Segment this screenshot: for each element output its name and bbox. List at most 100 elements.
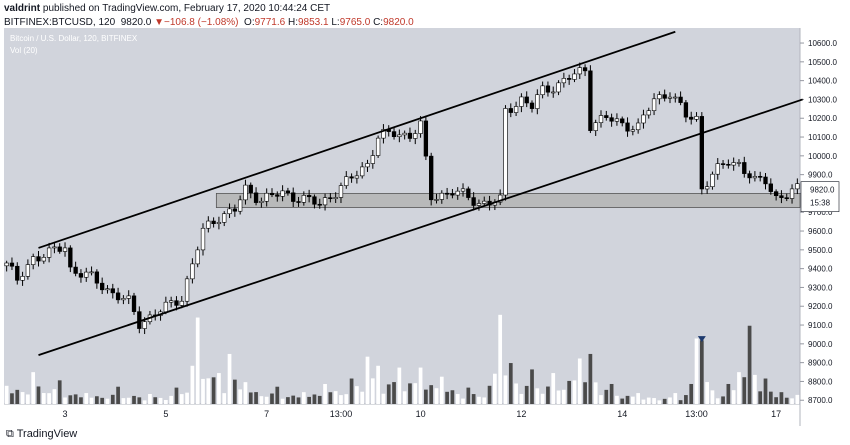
y-tick-label: 10000.0 <box>808 152 837 161</box>
y-tick-label: 9600.0 <box>808 227 833 236</box>
candle-body <box>349 176 354 179</box>
candle-body <box>582 67 588 72</box>
volume-bar <box>126 397 131 404</box>
volume-bar <box>641 399 646 404</box>
open-value: 9771.6 <box>254 17 286 28</box>
publish-text: published on TradingView.com, February 1… <box>40 3 331 14</box>
candle-body <box>789 188 795 199</box>
candle-body <box>73 266 78 274</box>
candle-body <box>306 195 312 198</box>
volume-bar <box>535 388 540 404</box>
volume-bar <box>673 393 678 404</box>
candle-body <box>301 195 306 203</box>
volume-bar <box>121 398 126 404</box>
volume-bar <box>514 383 518 404</box>
volume-bar <box>609 383 614 404</box>
volume-bar <box>312 394 317 404</box>
candle-body <box>418 120 423 134</box>
volume-bar <box>270 393 274 404</box>
y-tick-label: 9100.0 <box>808 321 833 330</box>
candle-body <box>126 295 131 299</box>
last-price-label: 9820.0 <box>810 186 835 195</box>
volume-bar <box>530 369 534 404</box>
volume-bar <box>418 367 423 404</box>
volume-bar <box>328 392 333 404</box>
brand-label: TradingView <box>16 428 78 440</box>
candle-body <box>572 73 577 80</box>
candle-body <box>524 96 529 104</box>
y-tick-label: 10100.0 <box>808 133 837 142</box>
volume-bar <box>259 396 264 404</box>
volume-bar <box>110 394 115 404</box>
candle-body <box>222 213 227 223</box>
candle-body <box>179 300 184 306</box>
candle-body <box>503 108 508 196</box>
volume-bar <box>604 389 609 404</box>
volume-bar <box>47 393 51 404</box>
candle-body <box>689 116 694 120</box>
candle-body <box>598 115 604 124</box>
volume-bar <box>307 396 311 404</box>
volume-bar <box>556 390 561 404</box>
price-chart[interactable]: 8700.0 8800.0 8900.0 9000.0 9100.0 9200.0 9300… <box>0 28 850 427</box>
candle-body <box>423 120 429 157</box>
candle-body <box>360 166 365 177</box>
volume-indicator-label: Vol (20) <box>10 46 38 55</box>
volume-bar <box>286 397 290 404</box>
candle-body <box>131 295 137 312</box>
candle-body <box>121 298 126 301</box>
volume-bar <box>715 398 720 404</box>
author-name[interactable]: valdrint <box>4 3 41 14</box>
volume-bar <box>174 387 179 404</box>
volume-bar <box>365 356 370 404</box>
candle-body <box>736 162 742 164</box>
candle-body <box>609 117 614 122</box>
volume-bar <box>238 389 243 404</box>
volume-bar <box>339 395 343 404</box>
candle-body <box>9 262 15 267</box>
channel-bottom-line <box>38 98 803 356</box>
candle-body <box>25 264 31 277</box>
volume-bar <box>408 383 412 404</box>
x-tick-label: 5 <box>163 409 168 419</box>
volume-bar <box>105 398 110 404</box>
volume-bar <box>89 397 94 404</box>
volume-bar <box>657 400 662 404</box>
candle-body <box>577 67 582 75</box>
volume-bar <box>583 382 587 404</box>
candle-body <box>407 132 413 139</box>
publish-info: valdrint published on TradingView.com, F… <box>4 3 330 14</box>
volume-bar <box>211 377 216 404</box>
volume-bar <box>392 382 396 404</box>
y-tick-label: 9000.0 <box>808 340 833 349</box>
candle-body <box>333 197 338 199</box>
volume-bar <box>179 394 184 404</box>
candle-body <box>657 94 662 100</box>
y-tick-label: 9200.0 <box>808 302 833 311</box>
volume-bar <box>779 392 784 404</box>
close-value: 9820.0 <box>383 17 414 28</box>
x-tick-label: 13:00 <box>685 409 708 419</box>
candle-body <box>726 163 731 166</box>
volume-bar <box>95 396 99 404</box>
candle-body <box>482 200 487 204</box>
close-label: C: <box>373 17 384 28</box>
volume-bar <box>296 397 301 404</box>
candle-body <box>429 155 434 201</box>
volume-bar <box>344 394 349 404</box>
candle-body <box>115 292 121 301</box>
volume-bar <box>519 393 524 404</box>
volume-bar <box>4 385 9 404</box>
candle-body <box>795 183 800 190</box>
volume-bar <box>508 363 513 404</box>
plot-area <box>4 28 800 404</box>
candle-body <box>604 115 609 118</box>
x-tick-label: 17 <box>771 409 781 419</box>
candle-body <box>747 173 752 179</box>
candle-body <box>561 78 567 84</box>
volume-bar <box>79 397 83 404</box>
candle-body <box>57 246 62 252</box>
tradingview-logo-icon[interactable]: ⧉ TradingView <box>6 428 78 440</box>
volume-bar <box>758 391 763 404</box>
volume-bar <box>148 393 152 404</box>
